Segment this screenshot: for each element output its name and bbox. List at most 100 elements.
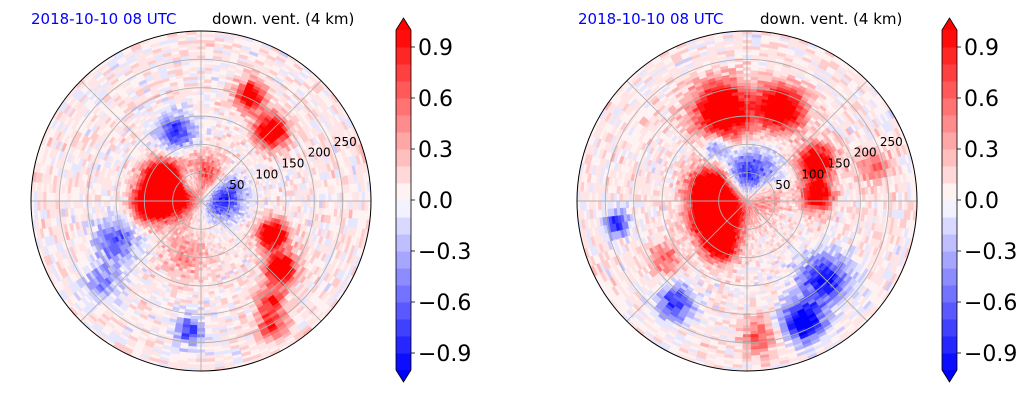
field-cell <box>202 261 207 265</box>
field-cell <box>205 39 216 44</box>
colorbar-segment <box>396 234 411 252</box>
field-cell <box>360 181 365 193</box>
field-cell <box>67 193 71 202</box>
field-cell <box>270 200 275 206</box>
field-cell <box>202 276 209 281</box>
field-cell <box>187 110 194 115</box>
field-cell <box>133 200 138 206</box>
colorbar-segment <box>396 115 411 133</box>
field-cell <box>124 196 129 202</box>
field-cell <box>192 297 199 302</box>
radial-tick-label: 50 <box>229 178 244 192</box>
field-cell <box>197 234 201 238</box>
field-cell <box>118 196 123 202</box>
field-cell <box>106 205 111 213</box>
field-cell <box>134 193 138 198</box>
field-cell <box>192 294 199 299</box>
field-cell <box>361 200 366 211</box>
field-cell <box>130 200 135 206</box>
field-cell <box>196 243 200 247</box>
field-cell <box>146 200 150 205</box>
field-cell <box>61 184 66 194</box>
field-cell <box>186 358 197 363</box>
colorbar-segment <box>396 353 411 371</box>
field-cell <box>42 191 47 202</box>
field-cell <box>97 200 102 208</box>
colorbar-segment <box>396 149 411 167</box>
field-cell <box>193 121 200 126</box>
field-cell <box>333 208 338 217</box>
field-cell <box>303 200 308 208</box>
field-cell <box>91 206 96 214</box>
field-cell <box>197 240 201 244</box>
field-cell <box>49 183 54 193</box>
field-cell <box>202 270 208 275</box>
field-cell <box>297 206 302 213</box>
field-cell <box>328 193 332 202</box>
field-cell <box>67 185 72 194</box>
field-cell <box>133 196 138 202</box>
field-cell <box>202 146 206 150</box>
field-cell <box>242 203 247 207</box>
field-cell <box>131 204 135 210</box>
field-cell <box>279 200 284 206</box>
field-cell <box>64 200 68 210</box>
field-cell <box>306 194 311 202</box>
field-cell <box>137 204 141 209</box>
field-cell <box>318 207 323 216</box>
field-cell <box>106 200 111 207</box>
field-cell <box>37 182 42 193</box>
field-cell <box>210 317 219 323</box>
field-cell <box>42 200 47 211</box>
field-cell <box>187 290 194 296</box>
field-cell <box>55 200 59 210</box>
field-cell <box>101 183 106 191</box>
radial-tick-label: 150 <box>282 157 305 171</box>
field-cell <box>127 196 132 202</box>
field-cell <box>202 264 208 269</box>
field-cell <box>128 192 132 198</box>
field-cell <box>191 91 199 96</box>
field-cell <box>194 127 200 132</box>
field-cell <box>97 194 102 202</box>
field-cell <box>125 187 130 194</box>
field-cell <box>140 193 144 199</box>
field-cell <box>300 194 305 202</box>
colorbar-segment <box>396 166 411 184</box>
field-cell <box>202 267 208 272</box>
field-cell <box>202 155 206 159</box>
field-cell <box>195 258 200 262</box>
colorbar-segment <box>396 183 411 201</box>
field-cell <box>355 191 360 202</box>
field-cell <box>314 213 319 222</box>
field-cell <box>267 196 272 202</box>
field-cell <box>249 203 253 208</box>
field-cell <box>279 195 284 202</box>
field-cell <box>199 215 201 220</box>
field-cell <box>276 196 281 202</box>
field-cell <box>137 200 141 205</box>
field-cell <box>205 33 216 38</box>
field-cell <box>193 118 199 123</box>
field-cell <box>191 309 199 314</box>
field-cell <box>70 208 75 217</box>
field-cell <box>288 195 293 202</box>
field-cell <box>158 195 163 200</box>
field-cell <box>321 200 326 209</box>
field-cell <box>79 200 84 209</box>
field-cell <box>88 194 93 202</box>
colorbar-segment <box>396 81 411 99</box>
field-cell <box>264 196 269 202</box>
field-cell <box>192 106 199 111</box>
field-cell <box>33 200 38 211</box>
plot-title-timestamp: 2018-10-10 08 UTC <box>31 10 177 28</box>
field-cell <box>155 195 160 199</box>
field-cell <box>294 195 299 202</box>
field-cell <box>204 342 214 347</box>
field-cell <box>195 261 200 265</box>
field-cell <box>197 221 200 226</box>
colorbar-segment <box>396 200 411 218</box>
field-cell <box>185 302 193 308</box>
field-cell <box>203 106 210 111</box>
